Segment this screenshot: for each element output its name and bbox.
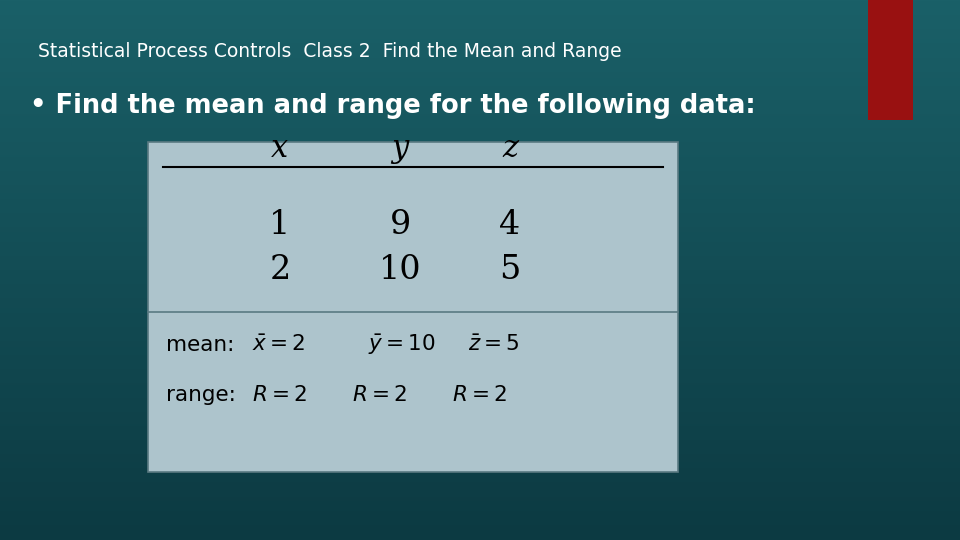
- Bar: [148, 142, 678, 472]
- Text: 2: 2: [270, 254, 291, 286]
- Text: $\bar{z} = 5$: $\bar{z} = 5$: [468, 334, 519, 356]
- Text: 10: 10: [378, 254, 421, 286]
- Text: z: z: [502, 133, 518, 164]
- Text: $R = 2$: $R = 2$: [252, 384, 307, 406]
- Text: 5: 5: [499, 254, 520, 286]
- Text: mean:: mean:: [166, 335, 234, 355]
- Text: Statistical Process Controls  Class 2  Find the Mean and Range: Statistical Process Controls Class 2 Fin…: [38, 42, 622, 61]
- Text: $\bar{x} = 2$: $\bar{x} = 2$: [252, 334, 305, 356]
- Text: $\bar{y} = 10$: $\bar{y} = 10$: [368, 333, 436, 357]
- Text: • Find the mean and range for the following data:: • Find the mean and range for the follow…: [30, 93, 756, 119]
- Text: 1: 1: [270, 209, 291, 241]
- Text: x: x: [272, 133, 289, 164]
- Text: 9: 9: [390, 209, 411, 241]
- Bar: [148, 142, 678, 472]
- Text: range:: range:: [166, 385, 236, 405]
- Bar: [868, 0, 913, 120]
- Text: 4: 4: [499, 209, 520, 241]
- Text: $R = 2$: $R = 2$: [452, 384, 507, 406]
- Text: y: y: [392, 133, 409, 164]
- Text: $R = 2$: $R = 2$: [352, 384, 407, 406]
